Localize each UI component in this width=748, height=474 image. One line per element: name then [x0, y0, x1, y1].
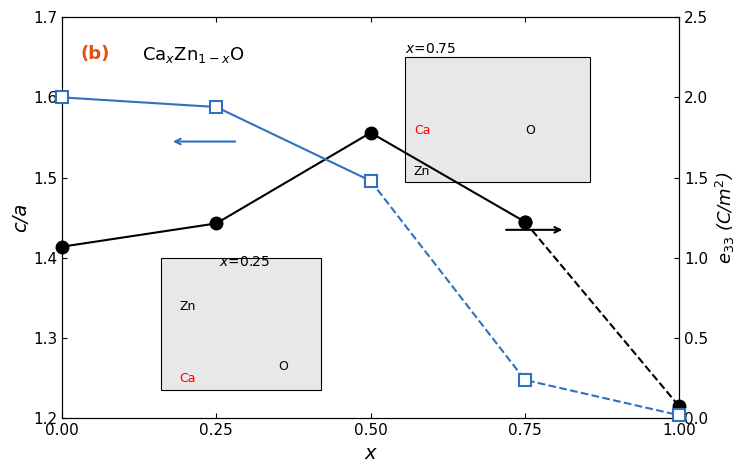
Y-axis label: $e_{33}$ (C/m$^2$): $e_{33}$ (C/m$^2$): [714, 172, 737, 264]
Text: Ca: Ca: [180, 373, 196, 385]
Text: Zn: Zn: [414, 165, 430, 178]
Text: O: O: [525, 124, 535, 137]
Text: Zn: Zn: [180, 300, 196, 313]
Text: (b): (b): [81, 45, 110, 63]
Text: $x$=0.75: $x$=0.75: [405, 42, 456, 56]
X-axis label: x: x: [365, 444, 376, 463]
Text: Ca: Ca: [414, 124, 430, 137]
Y-axis label: c/a: c/a: [11, 203, 30, 232]
Text: O: O: [278, 360, 288, 374]
Bar: [405, 57, 589, 182]
Text: Ca$_x$Zn$_{1-x}$O: Ca$_x$Zn$_{1-x}$O: [142, 45, 245, 65]
Text: $x$=0.25: $x$=0.25: [219, 255, 271, 269]
Bar: [161, 258, 321, 391]
